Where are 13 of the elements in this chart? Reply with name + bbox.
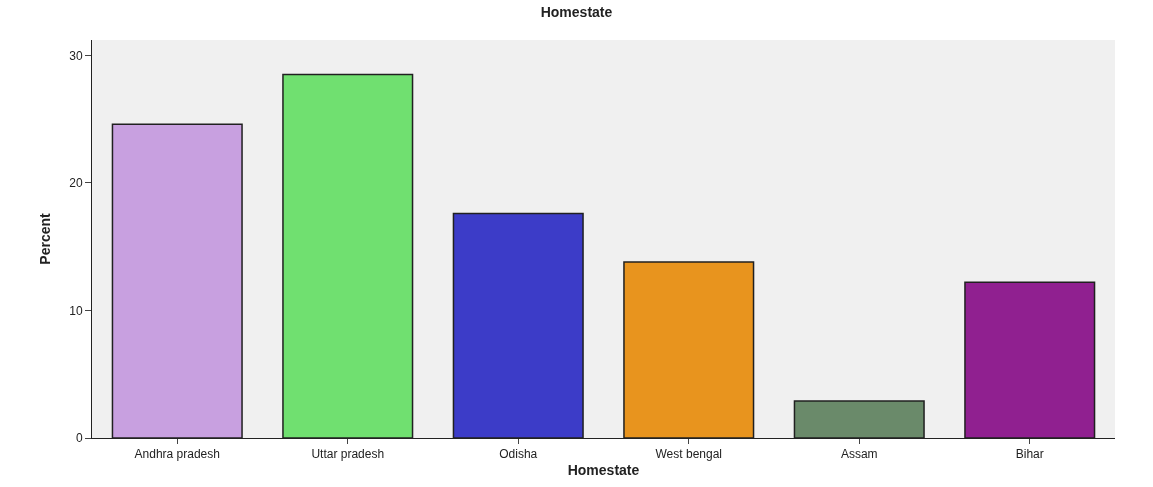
y-tick-label: 10 (69, 303, 83, 318)
x-tick-label: Andhra pradesh (134, 447, 220, 462)
x-tick-label: Bihar (1015, 447, 1044, 462)
y-tick-label: 0 (75, 431, 83, 446)
x-axis-title: Homestate (567, 461, 640, 478)
chart-title: Homestate (540, 4, 613, 21)
x-tick-label: Assam (840, 447, 878, 462)
x-tick-label: Odisha (499, 447, 538, 462)
y-tick-label: 30 (69, 48, 83, 63)
y-tick-label: 20 (69, 176, 83, 191)
x-tick-label: West bengal (655, 447, 722, 462)
x-tick-label: Uttar pradesh (311, 447, 385, 462)
y-axis-title: Percent (36, 212, 53, 265)
